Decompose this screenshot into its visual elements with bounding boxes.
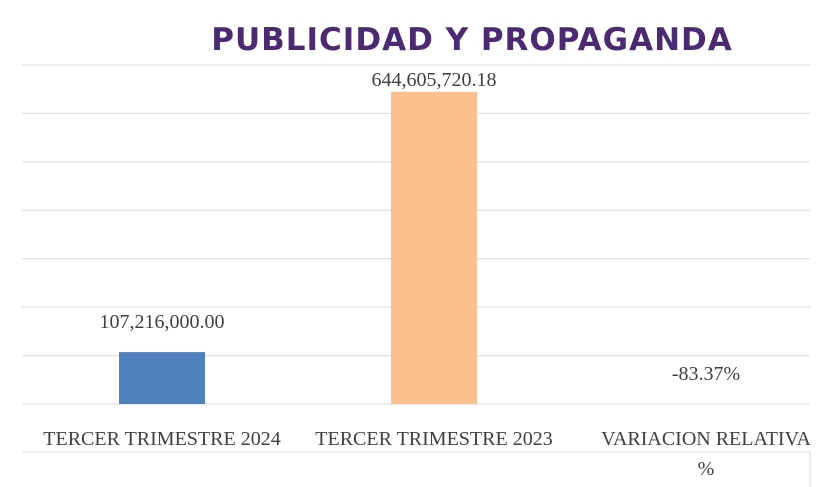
chart-title: PUBLICIDAD Y PROPAGANDA [211,22,733,58]
value-label: 107,216,000.00 [100,311,225,333]
bar [391,91,477,404]
x-tick-label: TERCER TRIMESTRE 2023 [315,428,553,450]
value-label: 644,605,720.18 [372,69,497,91]
x-tick-label: TERCER TRIMESTRE 2024 [43,428,281,450]
x-tick-label: VARIACION RELATIVA % [601,428,811,480]
value-label: -83.37% [672,363,740,385]
bar [119,352,205,404]
